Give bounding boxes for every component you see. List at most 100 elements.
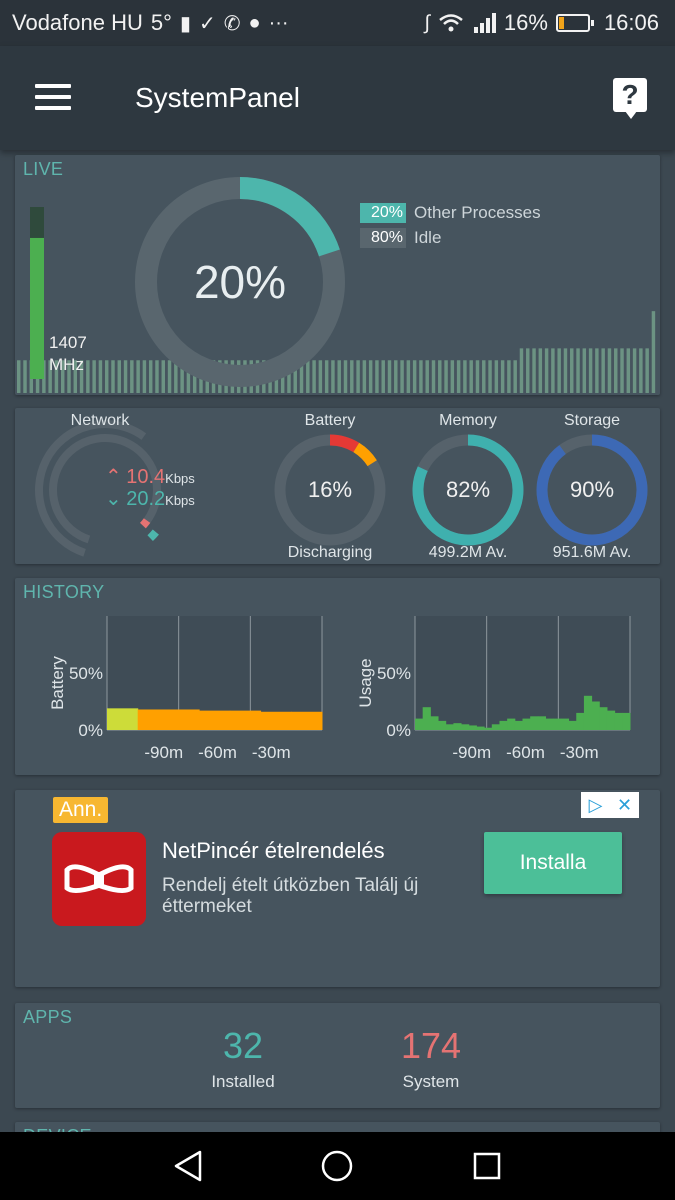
cpu-usage-percent: 20% [193, 256, 287, 308]
live-card[interactable]: LIVE 1407 MHz 20% 20% Other Processes 80… [15, 155, 660, 395]
legend-item: 20% Other Processes [360, 200, 541, 225]
cpu-history-bar [318, 360, 323, 393]
cpu-history-bar [92, 360, 96, 393]
usage-history-chart-bar [461, 724, 470, 730]
install-button[interactable]: Installa [484, 832, 622, 894]
network-upload-arc [139, 518, 151, 529]
adchoices-icon[interactable]: ▷ [588, 795, 603, 815]
ad-card[interactable]: Ann. ▷ ✕ NetPincér ételrendelés Rendelj … [15, 790, 660, 987]
apps-card[interactable]: APPS 32 Installed 174 System [15, 1003, 660, 1108]
battery-history-chart-bar [168, 709, 200, 730]
history-card[interactable]: HISTORY 50% 0% Battery -90m -60m -30m 50% 0% Usa… [15, 578, 660, 775]
battery-history-chart-bar [107, 708, 139, 730]
cpu-history-bar [67, 360, 71, 393]
legend-percent: 80% [360, 227, 406, 248]
cpu-history-bar [293, 360, 297, 393]
cpu-history-bar [494, 360, 499, 393]
cpu-history-bar [362, 360, 367, 393]
cpu-history-bar [331, 360, 335, 393]
usage-history-chart: 50% 0% Usage -90m -60m -30m [356, 616, 631, 762]
cpu-history-bar [456, 360, 461, 393]
cpu-history-bar [500, 360, 505, 393]
help-icon[interactable]: ? [613, 78, 647, 119]
cpu-history-bar [601, 348, 605, 393]
usage-history-chart-bar [537, 716, 547, 730]
navigation-bar [0, 1132, 675, 1200]
memory-gauge-arc [412, 434, 524, 546]
usage-history-chart-xtick: -30m [560, 743, 599, 762]
battery-history-chart-bar [137, 709, 169, 730]
usage-history-chart-bar [568, 720, 577, 730]
cpu-history-bar [312, 360, 316, 393]
battery-alert-icon: ▮ [179, 12, 191, 35]
cpu-history-bar [123, 360, 128, 393]
close-ad-icon[interactable]: ✕ [616, 795, 633, 815]
usage-history-chart-bar [491, 724, 500, 730]
cpu-history-bar [469, 360, 473, 393]
recents-icon[interactable] [473, 1152, 501, 1180]
cpu-history-bar [412, 360, 417, 393]
carrier-name: Vodafone HU [12, 10, 143, 35]
signal-icon [473, 13, 496, 33]
cpu-history-bar [104, 360, 109, 393]
netpincer-logo[interactable] [52, 832, 146, 926]
cpu-frequency: 1407 MHz [49, 332, 87, 376]
usage-history-chart-bar [522, 718, 531, 730]
stats-card[interactable]: Network ⌃ 10.4Kbps ⌄ 20.2Kbps Battery 16… [15, 408, 660, 564]
cpu-history-bar [337, 360, 341, 393]
battery-icon [555, 14, 594, 32]
frequency-unit: MHz [49, 355, 84, 374]
menu-icon[interactable] [35, 84, 71, 110]
cpu-history-bar [444, 360, 448, 393]
stats-gauges [35, 420, 648, 557]
usage-history-chart-bar [499, 720, 508, 730]
cpu-history-bar [438, 360, 442, 393]
cpu-history-bar [142, 360, 147, 393]
usage-history-chart-xtick: -90m [452, 743, 491, 762]
apps-label: APPS [23, 1007, 73, 1027]
cpu-history-bar [306, 360, 310, 393]
ad-title[interactable]: NetPincér ételrendelés [162, 838, 385, 863]
usage-history-chart-bar [606, 710, 616, 730]
live-chart [17, 177, 656, 393]
cpu-history-bar [299, 360, 304, 393]
cpu-history-bar [155, 360, 159, 393]
app-bar: SystemPanel ? [0, 46, 675, 150]
battery-history-chart-bar [291, 711, 323, 730]
battery-history-chart-xtick: -30m [252, 743, 291, 762]
network-outer-ring [35, 420, 147, 557]
frequency-value: 1407 [49, 333, 87, 352]
home-icon[interactable] [321, 1150, 353, 1182]
ad-choices[interactable]: ▷ ✕ [581, 792, 639, 818]
cpu-history-bar [576, 348, 580, 393]
download-unit: Kbps [165, 493, 195, 508]
cpu-history-bar [130, 360, 134, 393]
cpu-history-bar [639, 348, 643, 393]
usage-history-chart-bar [507, 718, 516, 730]
battery-percent: 16% [503, 10, 548, 35]
nav-buttons [174, 1150, 501, 1182]
back-icon[interactable] [174, 1150, 202, 1182]
usage-history-chart-ytick: 0% [386, 721, 411, 740]
storage-gauge-arc [536, 434, 648, 546]
cpu-legend: 20% Other Processes 80% Idle [360, 200, 541, 250]
cpu-history-bar [375, 360, 379, 393]
cpu-history-bar [23, 360, 27, 393]
check-icon: ✓ [198, 12, 216, 35]
cpu-history-bar [111, 360, 115, 393]
cpu-history-bar [570, 348, 574, 393]
usage-history-chart-bar [445, 724, 454, 730]
whatsapp-icon: ✆ [223, 12, 241, 35]
cpu-history-bar [626, 348, 631, 393]
battery-status: Discharging [287, 544, 373, 561]
cpu-history-bar [632, 348, 637, 393]
cpu-history-bar [532, 348, 536, 393]
usage-history-chart-bar [415, 718, 424, 730]
cpu-history-bar [368, 360, 373, 393]
cpu-history-bar [400, 360, 404, 393]
cpu-history-bar [17, 360, 21, 393]
legend-percent: 20% [360, 202, 406, 223]
usage-history-chart-bar [560, 718, 570, 730]
usage-history-chart-bar [468, 725, 477, 730]
cpu-history-bar [79, 360, 84, 393]
